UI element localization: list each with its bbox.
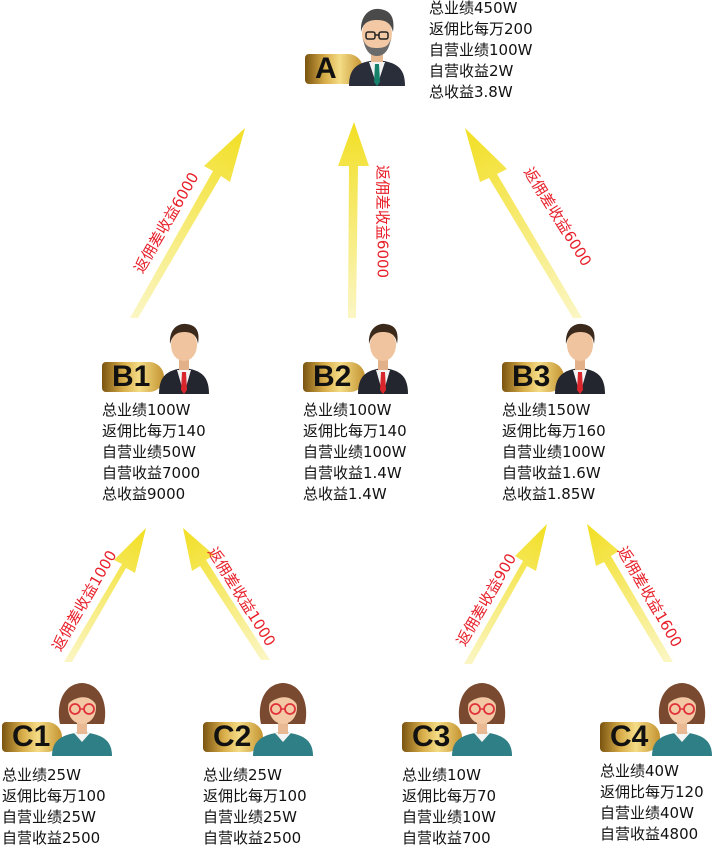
stat-line: 返佣比每万200 bbox=[429, 20, 533, 38]
stat-line: 自营收益7000 bbox=[102, 464, 201, 482]
arrow-b1-to-a bbox=[130, 128, 245, 318]
stat-line: 自营业绩25W bbox=[2, 808, 96, 826]
arrow-label-b2-a: 返佣差收益6000 bbox=[373, 164, 392, 279]
node-c2: C2 总业绩25W 返佣比每万100 自营业绩25W 自营收益2500 bbox=[203, 680, 353, 849]
stat-line: 自营收益1.6W bbox=[502, 464, 601, 482]
node-c4: C4 总业绩40W 返佣比每万120 自营业绩40W 自营收益4800 bbox=[600, 676, 717, 849]
stat-line: 返佣比每万100 bbox=[203, 787, 307, 805]
node-label-badge: C1 bbox=[2, 722, 62, 752]
stat-line: 自营业绩10W bbox=[402, 808, 496, 826]
stat-line: 总业绩25W bbox=[203, 766, 282, 784]
stat-line: 自营业绩50W bbox=[102, 443, 196, 461]
stat-line: 自营收益2500 bbox=[2, 829, 101, 847]
man-suit-avatar bbox=[555, 323, 605, 394]
node-stats: 总业绩100W 返佣比每万140 自营业绩100W 自营收益1.4W 总收益1.… bbox=[303, 400, 407, 505]
stat-line: 返佣比每万140 bbox=[102, 422, 206, 440]
stat-line: 总业绩40W bbox=[600, 762, 679, 780]
woman-glasses-avatar bbox=[253, 683, 313, 756]
man-suit-avatar bbox=[159, 323, 209, 394]
stat-line: 自营收益2W bbox=[429, 62, 514, 80]
node-stats: 总业绩450W 返佣比每万200 自营业绩100W 自营收益2W 总收益3.8W bbox=[429, 0, 533, 103]
node-label-badge: B3 bbox=[502, 362, 564, 392]
node-c1: C1 总业绩25W 返佣比每万100 自营业绩25W 自营收益2500 bbox=[2, 680, 152, 849]
arrow-c4-to-b3 bbox=[587, 524, 673, 662]
stat-line: 自营业绩40W bbox=[600, 804, 694, 822]
node-stats: 总业绩25W 返佣比每万100 自营业绩25W 自营收益2500 bbox=[203, 765, 307, 849]
node-label-badge: B2 bbox=[303, 362, 365, 392]
stat-line: 自营收益700 bbox=[402, 829, 491, 847]
node-stats: 总业绩150W 返佣比每万160 自营业绩100W 自营收益1.6W 总收益1.… bbox=[502, 400, 606, 505]
woman-glasses-avatar bbox=[52, 683, 112, 756]
stat-line: 自营业绩100W bbox=[429, 41, 533, 59]
node-b2: B2 总业绩100W 返佣比每万140 自营业绩100W 自营收益1.4W 总收… bbox=[303, 320, 453, 510]
arrow-c2-to-b1 bbox=[183, 528, 270, 660]
arrow-c3-to-b3 bbox=[464, 524, 547, 664]
stat-line: 总业绩450W bbox=[429, 0, 518, 17]
node-a: A 总业绩450W 返佣比每万200 自营业绩100W 自营收益2W 总收益3.… bbox=[305, 0, 555, 110]
stat-line: 自营收益4800 bbox=[600, 825, 699, 843]
stat-line: 总收益9000 bbox=[102, 485, 186, 503]
stat-line: 总业绩25W bbox=[2, 766, 81, 784]
stat-line: 返佣比每万140 bbox=[303, 422, 407, 440]
stat-line: 总收益3.8W bbox=[429, 83, 513, 101]
stat-line: 自营业绩25W bbox=[203, 808, 297, 826]
stat-line: 总收益1.4W bbox=[303, 485, 387, 503]
arrow-c1-to-b1 bbox=[64, 528, 146, 662]
stat-line: 自营收益2500 bbox=[203, 829, 302, 847]
stat-line: 自营收益1.4W bbox=[303, 464, 402, 482]
arrow-b2-to-a bbox=[338, 122, 369, 318]
node-c3: C3 总业绩10W 返佣比每万70 自营业绩10W 自营收益700 bbox=[402, 680, 552, 849]
stat-line: 总业绩150W bbox=[502, 401, 591, 419]
stat-line: 总业绩100W bbox=[102, 401, 191, 419]
node-b3: B3 总业绩150W 返佣比每万160 自营业绩100W 自营收益1.6W 总收… bbox=[502, 320, 652, 510]
stat-line: 自营业绩100W bbox=[303, 443, 407, 461]
arrow-b3-to-a bbox=[465, 128, 582, 318]
stat-line: 总业绩100W bbox=[303, 401, 392, 419]
stat-line: 返佣比每万100 bbox=[2, 787, 106, 805]
node-label-badge: C2 bbox=[203, 722, 263, 752]
node-b1: B1 总业绩100W 返佣比每万140 自营业绩50W 自营收益7000 总收益… bbox=[102, 320, 252, 510]
stat-line: 返佣比每万160 bbox=[502, 422, 606, 440]
node-label-badge: B1 bbox=[102, 362, 164, 392]
node-stats: 总业绩10W 返佣比每万70 自营业绩10W 自营收益700 bbox=[402, 765, 496, 849]
stat-line: 返佣比每万120 bbox=[600, 783, 704, 801]
stat-line: 自营业绩100W bbox=[502, 443, 606, 461]
node-label-badge: C3 bbox=[402, 722, 462, 752]
stat-line: 总收益1.85W bbox=[502, 485, 596, 503]
node-stats: 总业绩40W 返佣比每万120 自营业绩40W 自营收益4800 bbox=[600, 761, 704, 845]
woman-glasses-avatar bbox=[452, 683, 512, 756]
woman-glasses-avatar bbox=[652, 683, 712, 756]
node-stats: 总业绩100W 返佣比每万140 自营业绩50W 自营收益7000 总收益900… bbox=[102, 400, 206, 505]
node-stats: 总业绩25W 返佣比每万100 自营业绩25W 自营收益2500 bbox=[2, 765, 106, 849]
man-suit-avatar bbox=[358, 323, 408, 394]
stat-line: 返佣比每万70 bbox=[402, 787, 497, 805]
bearded-man-avatar bbox=[349, 8, 405, 86]
node-label-badge: C4 bbox=[600, 722, 660, 752]
stat-line: 总业绩10W bbox=[402, 766, 481, 784]
